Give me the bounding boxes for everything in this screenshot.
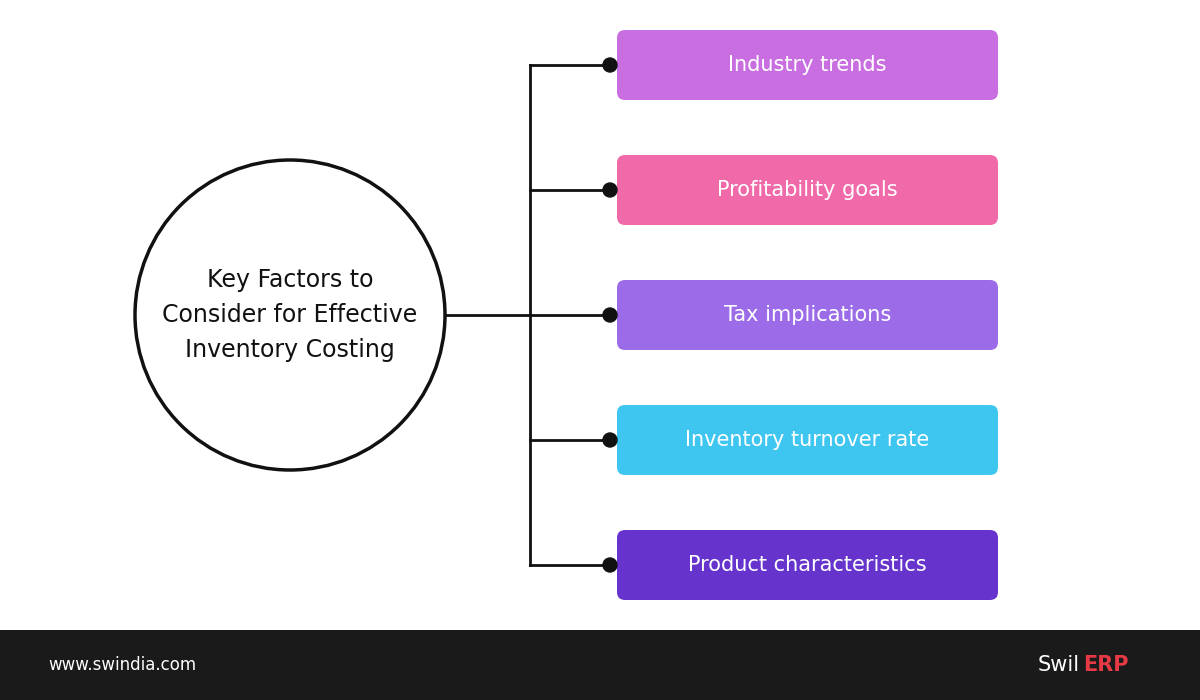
FancyBboxPatch shape (617, 30, 998, 100)
Text: Tax implications: Tax implications (724, 305, 892, 325)
FancyBboxPatch shape (617, 155, 998, 225)
FancyBboxPatch shape (617, 405, 998, 475)
Circle shape (604, 308, 617, 322)
Circle shape (604, 58, 617, 72)
FancyBboxPatch shape (617, 530, 998, 600)
FancyBboxPatch shape (617, 280, 998, 350)
Text: Inventory turnover rate: Inventory turnover rate (685, 430, 930, 450)
Circle shape (604, 433, 617, 447)
Text: www.swindia.com: www.swindia.com (48, 656, 196, 674)
Text: Product characteristics: Product characteristics (688, 555, 926, 575)
Circle shape (604, 183, 617, 197)
Text: ERP: ERP (1084, 655, 1129, 675)
Text: Industry trends: Industry trends (728, 55, 887, 75)
Circle shape (604, 558, 617, 572)
Text: Swil: Swil (1038, 655, 1080, 675)
Text: Profitability goals: Profitability goals (718, 180, 898, 200)
Text: Key Factors to
Consider for Effective
Inventory Costing: Key Factors to Consider for Effective In… (162, 267, 418, 363)
